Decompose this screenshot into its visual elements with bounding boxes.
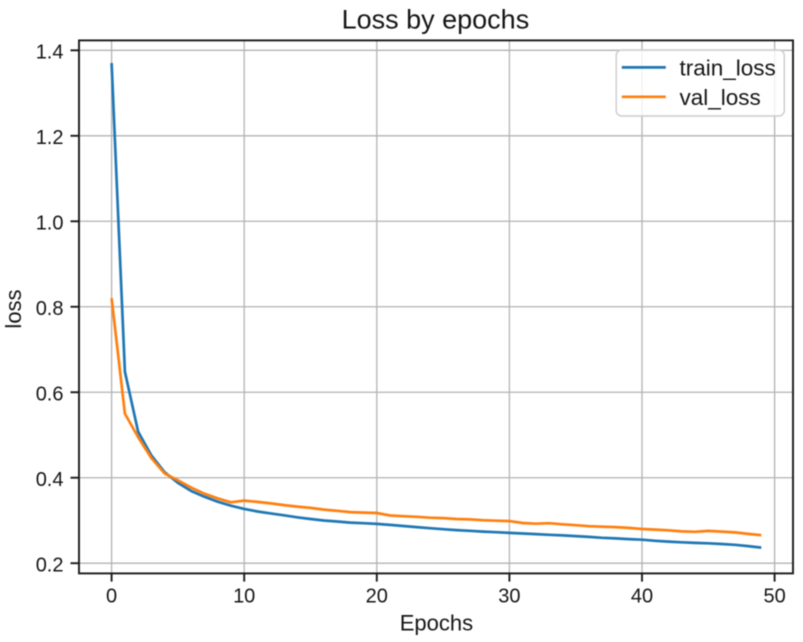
svg-text:10: 10 <box>233 586 255 608</box>
svg-text:50: 50 <box>763 586 785 608</box>
svg-text:30: 30 <box>498 586 520 608</box>
svg-text:Loss by epochs: Loss by epochs <box>342 5 530 35</box>
svg-text:0: 0 <box>106 586 117 608</box>
svg-text:40: 40 <box>631 586 653 608</box>
svg-text:1.2: 1.2 <box>36 127 64 149</box>
svg-text:0.8: 0.8 <box>36 298 64 320</box>
svg-text:Epochs: Epochs <box>400 611 473 636</box>
svg-text:loss: loss <box>1 289 26 328</box>
svg-text:0.2: 0.2 <box>36 555 64 577</box>
svg-text:val_loss: val_loss <box>680 85 761 110</box>
svg-text:0.6: 0.6 <box>36 384 64 406</box>
svg-text:train_loss: train_loss <box>680 56 776 81</box>
svg-text:1.4: 1.4 <box>36 42 64 64</box>
svg-text:20: 20 <box>366 586 388 608</box>
svg-text:0.4: 0.4 <box>36 469 64 491</box>
svg-text:1.0: 1.0 <box>36 213 64 235</box>
